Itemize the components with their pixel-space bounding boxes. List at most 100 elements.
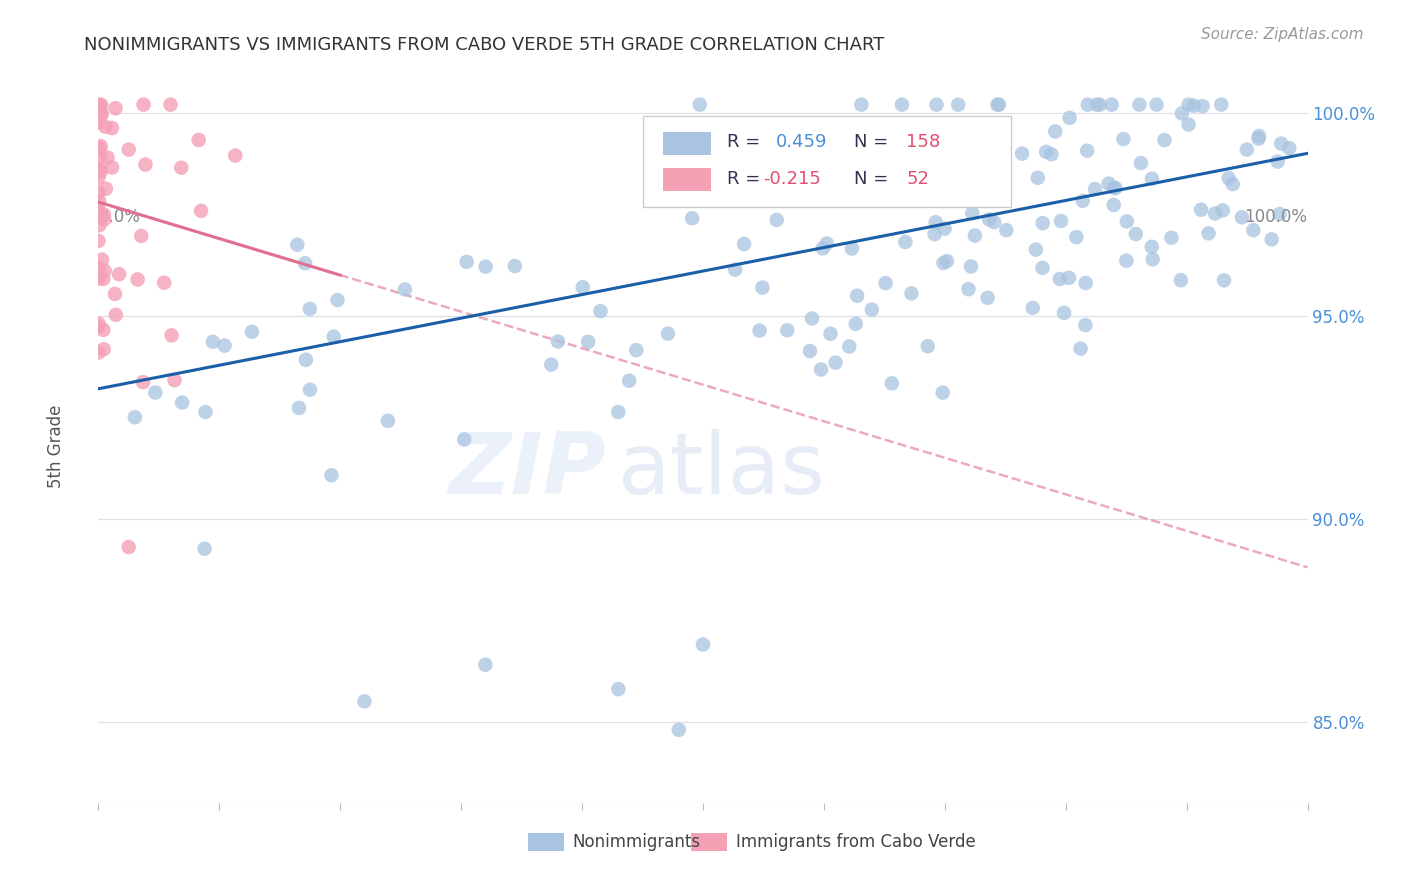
Point <box>1077 97 1099 112</box>
Point <box>976 291 998 305</box>
Point <box>1177 118 1199 132</box>
Point <box>931 385 953 400</box>
Bar <box>664 168 711 191</box>
Point <box>967 191 990 205</box>
Point <box>87 141 110 155</box>
Point <box>118 540 141 554</box>
Point <box>89 97 111 112</box>
Point <box>90 164 112 178</box>
Point <box>900 286 922 301</box>
Point <box>572 280 595 294</box>
Point <box>93 264 115 278</box>
Point <box>90 105 112 120</box>
Point <box>187 133 209 147</box>
Point <box>326 293 349 307</box>
Point <box>87 317 110 331</box>
Point <box>1236 143 1258 157</box>
Point <box>868 192 890 206</box>
Point <box>288 401 311 415</box>
Point <box>1247 131 1270 145</box>
Point <box>143 385 166 400</box>
Point <box>1146 97 1168 112</box>
Point <box>201 334 224 349</box>
Text: Nonimmigrants: Nonimmigrants <box>572 833 700 851</box>
Point <box>811 241 834 255</box>
Text: Immigrants from Cabo Verde: Immigrants from Cabo Verde <box>735 833 976 851</box>
Point <box>124 410 146 425</box>
Point <box>880 376 903 391</box>
Point <box>810 362 832 376</box>
Text: R =: R = <box>727 170 766 188</box>
Point <box>1074 318 1097 332</box>
Point <box>240 325 263 339</box>
Point <box>681 211 703 226</box>
Point <box>1057 270 1080 285</box>
Point <box>776 323 799 337</box>
Point <box>1049 272 1071 286</box>
Point <box>1211 97 1233 112</box>
Point <box>87 271 110 285</box>
Point <box>962 206 984 220</box>
Point <box>1070 342 1092 356</box>
Point <box>963 134 986 148</box>
Point <box>983 215 1005 229</box>
Point <box>394 282 416 296</box>
Point <box>91 272 114 286</box>
Point <box>617 374 640 388</box>
Point <box>193 541 215 556</box>
Point <box>607 682 630 697</box>
Point <box>988 97 1011 112</box>
Point <box>1230 211 1253 225</box>
Point <box>94 120 117 134</box>
Point <box>607 405 630 419</box>
Point <box>917 339 939 353</box>
Point <box>1140 240 1163 254</box>
Point <box>733 237 755 252</box>
Point <box>353 694 375 708</box>
Point <box>87 115 110 129</box>
Point <box>89 194 111 208</box>
Point <box>1053 306 1076 320</box>
Point <box>838 339 860 353</box>
Point <box>875 276 897 290</box>
Point <box>799 344 821 359</box>
Point <box>163 373 186 387</box>
Point <box>1022 301 1045 315</box>
Point <box>540 358 562 372</box>
Point <box>973 164 995 178</box>
Point <box>751 280 773 294</box>
Point <box>1115 253 1137 268</box>
Point <box>995 223 1018 237</box>
Point <box>214 338 236 352</box>
Point <box>576 334 599 349</box>
Point <box>889 164 911 178</box>
Text: 52: 52 <box>905 170 929 188</box>
Point <box>134 158 156 172</box>
Point <box>87 234 110 248</box>
Text: 5th Grade: 5th Grade <box>48 404 65 488</box>
Point <box>96 151 118 165</box>
Point <box>87 345 110 359</box>
Point <box>894 235 917 249</box>
Point <box>1171 106 1194 120</box>
Point <box>1153 133 1175 147</box>
Point <box>934 221 956 235</box>
Text: Source: ZipAtlas.com: Source: ZipAtlas.com <box>1201 27 1364 42</box>
Text: atlas: atlas <box>619 429 827 512</box>
Point <box>159 97 181 112</box>
Point <box>1035 145 1057 159</box>
Point <box>1267 154 1289 169</box>
Point <box>932 256 955 270</box>
Point <box>153 276 176 290</box>
Point <box>824 356 846 370</box>
Point <box>815 236 838 251</box>
Point <box>101 121 124 136</box>
Point <box>90 98 112 112</box>
Point <box>724 262 747 277</box>
Text: ZIP: ZIP <box>449 429 606 512</box>
Point <box>1102 198 1125 212</box>
Point <box>224 148 246 162</box>
Point <box>295 352 318 367</box>
Text: N =: N = <box>855 133 894 151</box>
Point <box>1102 180 1125 194</box>
